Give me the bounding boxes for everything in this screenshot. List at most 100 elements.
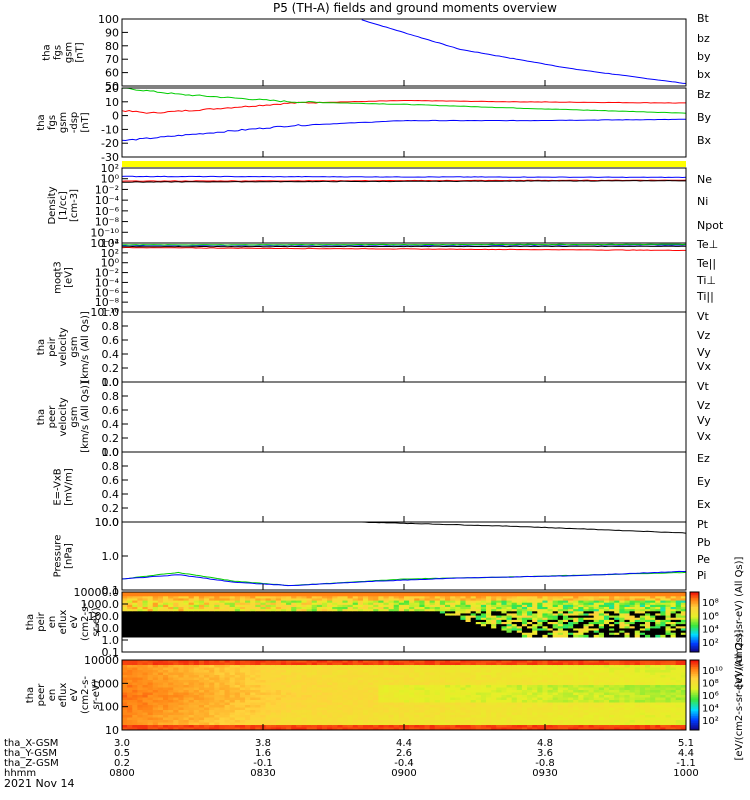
y-tick-label: 10 <box>105 724 119 737</box>
panel-frame <box>121 18 687 87</box>
y-axis-label: [km/s (All Qs)] <box>80 311 91 383</box>
y-tick-label: 10000 <box>84 654 119 667</box>
y-tick-label: 0.8 <box>102 320 120 333</box>
y-tick-label: 100.0 <box>88 610 120 623</box>
y-tick-label: 10⁻⁴ <box>95 276 120 289</box>
y-axis-label: peer <box>36 683 47 707</box>
series-line-pt <box>361 521 687 534</box>
date-label: 2021 Nov 14 <box>4 777 74 790</box>
y-tick-label: 10⁻¹⁰ <box>90 226 119 239</box>
y-axis-label: peir <box>47 336 58 356</box>
x-row-value: 2.6 <box>396 748 412 759</box>
y-tick-label: 10 <box>105 96 119 109</box>
y-axis-label: [nT] <box>80 112 91 132</box>
y-axis-label: peir <box>36 611 47 631</box>
y-tick-label: -20 <box>101 137 119 150</box>
y-axis-label: fgs <box>47 115 58 130</box>
y-tick-label: 10⁴ <box>101 237 120 250</box>
y-axis-label: gsm <box>69 406 80 427</box>
panel-frame <box>121 451 687 523</box>
x-row-label: tha_X-GSM <box>4 738 58 749</box>
legend-by: by <box>697 50 711 63</box>
y-tick-label: 70 <box>105 53 119 66</box>
legend-ni: Ni <box>697 195 708 208</box>
colorbar-tick-label: 10⁴ <box>702 704 719 715</box>
panel-8: 10.0 1.0 0.1 Pressure [nPa] Pt Pb Pe Pi <box>53 516 711 597</box>
legend-vt: Vt <box>697 380 710 393</box>
y-axis-label: (cm2-s- <box>80 676 91 714</box>
legend-vz: Vz <box>697 399 711 412</box>
y-axis-label: eV <box>69 688 80 701</box>
x-axis-labels: tha_X-GSM 3.0 3.8 4.4 4.8 5.1 tha_Y-GSM 0.5 1.6 2… <box>4 738 699 779</box>
y-axis-label: tha <box>36 409 47 425</box>
y-axis-label: peer <box>47 405 58 429</box>
y-tick-label: 1.0 <box>102 376 120 389</box>
y-tick-label: 0.0 <box>102 446 120 459</box>
y-tick-label: 0.6 <box>102 334 120 347</box>
y-axis-label: (cm2-s- <box>80 603 91 641</box>
series-line-ti <box>121 243 687 246</box>
y-tick-label: 10⁻⁸ <box>95 216 120 229</box>
legend-bz: Bz <box>697 88 711 101</box>
colorbar-label: [eV/(cm2-s-sr-eV) (All Qs)] <box>734 556 745 687</box>
x-row-value: 0900 <box>391 768 416 779</box>
legend-pt: Pt <box>697 518 709 531</box>
y-axis-label: fgs <box>53 45 64 60</box>
y-tick-label: 0.2 <box>102 362 120 375</box>
series-line-te <box>122 245 687 248</box>
series-line-te <box>121 247 686 251</box>
y-axis-label: Density <box>47 186 58 224</box>
x-row-value: -0.1 <box>253 758 273 769</box>
y-tick-label: 0 <box>112 110 119 123</box>
y-tick-label: 0.2 <box>102 432 120 445</box>
y-axis-label: gsm <box>58 112 69 133</box>
y-tick-label: 10⁻⁶ <box>95 286 120 299</box>
colorbar-label: [eV/(cm2-s-sr-eV) (All Qs)] <box>734 629 745 760</box>
y-axis-label: eflux <box>58 610 69 635</box>
y-tick-label: 10⁻⁶ <box>95 205 120 218</box>
y-axis-label: [1/cc] <box>58 191 69 220</box>
x-row-value: 3.8 <box>255 738 271 749</box>
colorbar-tick-label: 10⁴ <box>702 625 719 636</box>
x-row-value: -1.1 <box>676 758 696 769</box>
series-line-ni <box>121 179 687 183</box>
y-tick-label: 10⁻⁸ <box>95 296 120 309</box>
x-row-value: -0.8 <box>535 758 555 769</box>
colorbar-tick-label: 10² <box>702 638 719 649</box>
y-tick-label: 50 <box>105 80 119 93</box>
y-axis-label: tha <box>42 44 53 60</box>
y-tick-label: 10⁻¹² <box>90 237 119 250</box>
y-tick-label: 10⁰ <box>101 173 120 186</box>
y-tick-label: 0.2 <box>102 502 120 515</box>
x-row-value: 4.8 <box>537 738 553 749</box>
y-axis-label: E=-VxB <box>53 468 64 505</box>
y-axis-label: [cm-3] <box>69 189 80 222</box>
x-row-label: tha_Y-GSM <box>4 748 57 759</box>
x-row-value: -0.4 <box>394 758 414 769</box>
x-row-value: 4.4 <box>678 748 694 759</box>
y-tick-label: 10.0 <box>95 622 120 635</box>
y-tick-label: 1.0 <box>102 634 120 647</box>
y-tick-label: 60 <box>105 67 119 80</box>
legend-ez: Ez <box>697 452 710 465</box>
legend-vy: Vy <box>697 414 711 427</box>
figure-title: P5 (TH-A) fields and ground moments over… <box>273 1 557 15</box>
y-tick-label: 10000.0 <box>74 586 120 599</box>
y-tick-label: 0.8 <box>102 390 120 403</box>
y-tick-label: 10.0 <box>95 516 120 529</box>
legend-pb: Pb <box>697 536 711 549</box>
series-line-bx <box>361 19 687 84</box>
y-axis-label: [eV] <box>64 267 75 288</box>
y-tick-label: 10² <box>101 162 119 175</box>
y-axis-label: [nT] <box>75 42 86 62</box>
panel-frame <box>121 242 687 313</box>
y-tick-label: 10⁰ <box>101 257 120 270</box>
x-row-value: 4.4 <box>396 738 412 749</box>
y-axis-label: sr-eV) <box>91 607 102 636</box>
y-tick-label: 10⁻¹⁰ <box>90 306 119 319</box>
x-row-value: 0.5 <box>114 748 130 759</box>
